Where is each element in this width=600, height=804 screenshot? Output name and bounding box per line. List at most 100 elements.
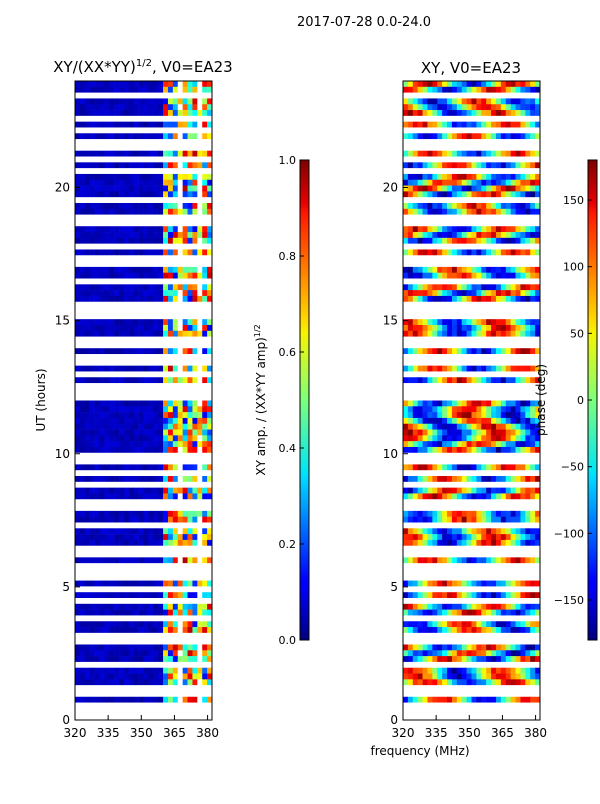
left-heat-cell: [168, 592, 173, 598]
left-heat-cell: [178, 273, 183, 279]
left-heat-cell: [197, 203, 202, 209]
left-heat-cell: [173, 122, 178, 128]
right-heat-cell: [520, 342, 525, 348]
left-heat-cell: [109, 499, 114, 505]
left-heat-cell: [80, 302, 85, 308]
right-heat-cell: [442, 157, 447, 163]
right-heat-cell: [452, 186, 457, 192]
right-heat-cell: [511, 430, 516, 436]
right-heat-cell: [511, 244, 516, 250]
right-heat-cell: [413, 93, 418, 99]
left-heat-cell: [163, 499, 168, 505]
left-heat-cell: [90, 714, 95, 720]
left-heat-cell: [144, 546, 149, 552]
left-heat-cell: [114, 488, 119, 494]
left-heat-cell: [119, 209, 124, 215]
left-heat-cell: [144, 296, 149, 302]
left-heat-cell: [95, 87, 100, 93]
right-heat-cell: [501, 209, 506, 215]
right-heat-cell: [520, 412, 525, 418]
left-heat-cell: [202, 674, 207, 680]
right-heat-cell: [506, 412, 511, 418]
right-heat-cell: [506, 337, 511, 343]
left-heat-cell: [134, 139, 139, 145]
left-heat-cell: [188, 621, 193, 627]
right-heat-cell: [437, 267, 442, 273]
left-heat-cell: [90, 139, 95, 145]
right-heat-cell: [481, 191, 486, 197]
right-heat-cell: [457, 104, 462, 110]
left-heat-cell: [148, 319, 153, 325]
left-heat-cell: [134, 174, 139, 180]
left-heat-cell: [95, 697, 100, 703]
right-heat-cell: [427, 383, 432, 389]
left-heat-cell: [109, 145, 114, 151]
left-heat-cell: [114, 151, 119, 157]
left-heat-cell: [188, 127, 193, 133]
left-heat-cell: [114, 714, 119, 720]
left-heat-cell: [104, 93, 109, 99]
right-heat-cell: [442, 261, 447, 267]
right-heat-cell: [501, 191, 506, 197]
left-heat-cell: [202, 557, 207, 563]
left-heat-cell: [80, 406, 85, 412]
left-heat-cell: [114, 87, 119, 93]
right-heat-cell: [472, 296, 477, 302]
left-heat-cell: [183, 313, 188, 319]
left-heat-cell: [134, 360, 139, 366]
left-heat-cell: [183, 290, 188, 296]
left-heat-cell: [134, 354, 139, 360]
left-heat-cell: [144, 703, 149, 709]
left-heat-cell: [153, 284, 158, 290]
right-heat-cell: [452, 226, 457, 232]
right-heat-cell: [442, 98, 447, 104]
left-heat-cell: [144, 476, 149, 482]
right-heat-cell: [496, 464, 501, 470]
left-ytick-label: 5: [62, 580, 70, 594]
right-heat-cell: [476, 331, 481, 337]
left-heat-cell: [134, 284, 139, 290]
right-heat-cell: [525, 226, 530, 232]
right-heat-cell: [452, 232, 457, 238]
right-heat-cell: [408, 401, 413, 407]
right-heat-cell: [403, 168, 408, 174]
left-heat-cell: [173, 581, 178, 587]
right-heat-cell: [496, 424, 501, 430]
left-heat-cell: [173, 406, 178, 412]
left-heat-cell: [104, 424, 109, 430]
left-heat-cell: [183, 493, 188, 499]
left-heat-cell: [178, 191, 183, 197]
left-heat-cell: [173, 633, 178, 639]
right-heat-cell: [447, 406, 452, 412]
left-heat-cell: [202, 203, 207, 209]
left-heat-cell: [197, 151, 202, 157]
left-heat-cell: [80, 505, 85, 511]
right-heat-cell: [452, 406, 457, 412]
left-heat-cell: [173, 459, 178, 465]
right-heat-cell: [418, 203, 423, 209]
left-heat-cell: [197, 674, 202, 680]
left-heat-cell: [158, 662, 163, 668]
left-heat-cell: [95, 151, 100, 157]
left-heat-cell: [188, 482, 193, 488]
left-heat-cell: [99, 656, 104, 662]
left-colorbar-tick-label: 0.8: [279, 250, 297, 263]
right-heat-cell: [496, 325, 501, 331]
left-heat-cell: [153, 319, 158, 325]
right-heat-cell: [530, 331, 535, 337]
right-heat-cell: [525, 284, 530, 290]
left-heat-cell: [192, 157, 197, 163]
left-heat-cell: [119, 639, 124, 645]
left-heat-cell: [114, 203, 119, 209]
left-heat-cell: [202, 621, 207, 627]
left-heat-cell: [144, 302, 149, 308]
left-heat-cell: [148, 93, 153, 99]
right-heat-cell: [520, 290, 525, 296]
left-heat-cell: [129, 662, 134, 668]
left-heat-cell: [119, 668, 124, 674]
left-heat-cell: [202, 244, 207, 250]
right-heat-cell: [452, 104, 457, 110]
right-heat-cell: [491, 232, 496, 238]
left-heat-cell: [85, 110, 90, 116]
right-heat-cell: [437, 122, 442, 128]
